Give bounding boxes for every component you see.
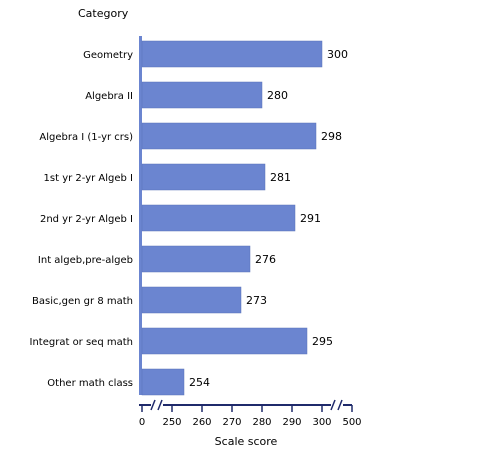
value-label: 291 (300, 212, 321, 225)
bar (141, 122, 317, 150)
bar (141, 327, 308, 355)
x-axis-title: Scale score (215, 435, 278, 448)
value-label: 298 (321, 130, 342, 143)
value-label: 254 (189, 376, 210, 389)
x-axis: 0 250 260 270 280 290 300 500 (139, 399, 362, 428)
value-label: 295 (312, 335, 333, 348)
category-label: Other math class (47, 378, 133, 389)
value-label: 273 (246, 294, 267, 307)
x-tick-label: 270 (222, 417, 241, 428)
bar (141, 245, 251, 273)
x-tick-label: 0 (139, 417, 145, 428)
x-tick-label: 280 (252, 417, 271, 428)
bar (141, 368, 185, 396)
axis-break-mark (157, 399, 163, 411)
category-axis-title: Category (78, 7, 129, 20)
bar (141, 81, 263, 109)
bar (141, 163, 266, 191)
x-tick-label: 500 (342, 417, 361, 428)
x-tick-label: 290 (282, 417, 301, 428)
x-tick-label: 300 (312, 417, 331, 428)
axis-break-gap (151, 402, 163, 408)
category-label: Geometry (83, 50, 133, 61)
value-label: 281 (270, 171, 291, 184)
category-label: Int algeb,pre-algeb (38, 255, 133, 266)
value-label: 276 (255, 253, 276, 266)
axis-break-mark (150, 399, 156, 411)
value-label: 280 (267, 89, 288, 102)
category-label: Integrat or seq math (30, 337, 133, 348)
bar (141, 204, 296, 232)
axis-break-mark (330, 399, 336, 411)
category-label: Basic,gen gr 8 math (32, 296, 133, 307)
category-label: 2nd yr 2-yr Algeb I (40, 214, 133, 225)
axis-break-mark (337, 399, 343, 411)
x-tick-label: 260 (192, 417, 211, 428)
axis-break-gap (331, 402, 343, 408)
value-label: 300 (327, 48, 348, 61)
x-tick-label: 250 (162, 417, 181, 428)
bar (141, 286, 242, 314)
category-axis-line (139, 36, 142, 395)
category-label: Algebra II (85, 91, 133, 102)
category-label: Algebra I (1-yr crs) (39, 132, 133, 143)
category-label: 1st yr 2-yr Algeb I (44, 173, 133, 184)
bar (141, 40, 323, 68)
